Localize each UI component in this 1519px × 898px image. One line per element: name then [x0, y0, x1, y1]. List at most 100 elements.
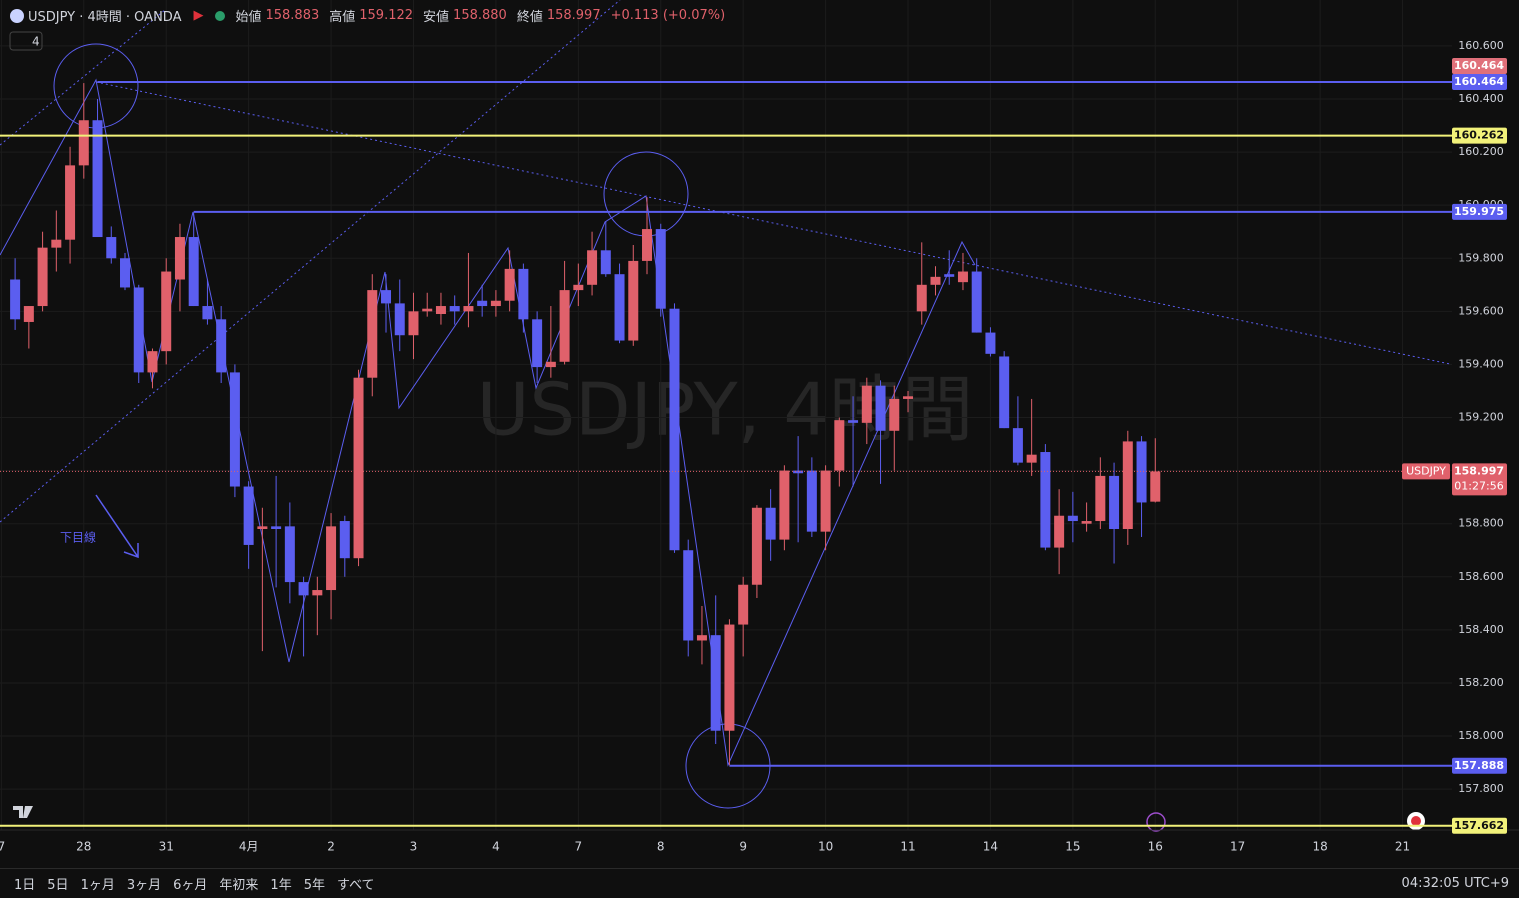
candle-body [477, 300, 488, 307]
range-button[interactable]: 6ヶ月 [173, 878, 208, 893]
candle-body [696, 635, 707, 641]
candle-body [257, 526, 268, 530]
y-tick-label: 159.200 [1458, 411, 1504, 424]
toolbar: 1日 5日 1ヶ月 3ヶ月 6ヶ月 年初来 1年 5年 すべて 04:32:05 UTC+9 [0, 868, 1519, 898]
y-tick-label: 159.400 [1458, 357, 1504, 370]
candle-body [120, 258, 131, 288]
indicator-badge[interactable] [9, 31, 43, 51]
candle-body [573, 284, 584, 291]
range-button[interactable]: 1ヶ月 [80, 878, 115, 893]
x-tick-label: 10 [818, 840, 833, 854]
candle-body [92, 120, 103, 238]
candle-body [147, 351, 158, 373]
label: 高値 [329, 10, 356, 25]
symbol[interactable]: USDJPY · 4時間 · OANDA [28, 10, 182, 25]
price-tag [1452, 463, 1507, 496]
candle-body [1054, 515, 1065, 548]
candle-body [944, 274, 955, 277]
candle-body [765, 507, 776, 540]
candle-body [834, 420, 845, 471]
candle-body [1136, 441, 1147, 503]
candle-body [1026, 454, 1037, 463]
candle-body [243, 486, 254, 545]
flag: ▶ [193, 8, 204, 23]
candle-body [37, 247, 48, 307]
candle-body [1122, 441, 1133, 530]
range-button[interactable]: 3ヶ月 [126, 878, 162, 893]
candle-body [820, 470, 831, 532]
range-button[interactable]: すべて [336, 878, 375, 893]
candle-body [683, 550, 694, 641]
price-tag-label: 159.975 [1454, 205, 1504, 218]
symbol-tag [1402, 463, 1450, 480]
flag-icon [10, 8, 24, 23]
change: +0.113 (+0.07%) [610, 8, 726, 23]
clock: 04:32:05 UTC+9 [1401, 876, 1509, 891]
candle-body [518, 268, 529, 320]
price-tag [1452, 127, 1507, 144]
y-tick-label: 160.200 [1458, 145, 1504, 158]
candle-body [422, 308, 433, 312]
label: 終値 [516, 10, 543, 25]
candle-body [298, 582, 309, 596]
x-tick-label: 17 [1230, 840, 1245, 854]
candle-body [903, 396, 914, 399]
candle-body [999, 356, 1010, 429]
candle-body [202, 306, 213, 320]
price-tag-label: 158.997 [1454, 464, 1504, 477]
range-button[interactable]: 5年 [303, 878, 325, 893]
y-tick-label: 160.400 [1458, 92, 1504, 105]
price-tag-label: 157.888 [1454, 759, 1504, 772]
range-button[interactable]: 1日 [14, 878, 36, 893]
y-tick-label: 158.400 [1458, 623, 1504, 636]
candle-body [559, 290, 570, 362]
indicator-count[interactable]: 4 [32, 35, 40, 49]
logo [13, 806, 33, 818]
candle-body [133, 287, 144, 373]
candle-body [51, 239, 62, 248]
x-tick-label: 14 [983, 840, 998, 854]
candle-body [655, 229, 666, 309]
range-button[interactable]: 1年 [270, 878, 292, 893]
value: 158.997 [546, 8, 601, 23]
y-tick-label: 159.800 [1458, 251, 1504, 264]
candle-body [78, 120, 89, 166]
x-tick-label: 21 [1395, 840, 1410, 854]
y-tick-label: 158.800 [1458, 517, 1504, 530]
circle [603, 151, 689, 237]
candle-body [1150, 471, 1161, 502]
candle-body [106, 237, 117, 259]
range-button[interactable]: 年初来 [219, 878, 259, 893]
candle-body [353, 377, 364, 559]
candles [0, 81, 1452, 827]
candle-body [463, 306, 474, 312]
candle-body [504, 268, 515, 301]
countdown: 01:27:56 [1454, 479, 1503, 492]
x-tick-label: 7 [0, 840, 5, 854]
candle-body [435, 306, 446, 315]
candle-body [930, 276, 941, 285]
candle-body [971, 271, 982, 333]
candle-body [188, 237, 199, 307]
candle-body [642, 229, 653, 261]
x-tick-label: 2 [327, 840, 335, 854]
candle-body [490, 300, 501, 307]
price-tag [1452, 203, 1507, 220]
trendline [0, 9, 166, 146]
x-tick-label: 8 [657, 840, 665, 854]
candle-body [1040, 452, 1051, 548]
price-tag-label: 160.464 [1454, 75, 1504, 88]
y-tick-label: 158.200 [1458, 676, 1504, 689]
y-tick-label: 159.600 [1458, 304, 1504, 317]
candle-body [10, 279, 21, 320]
range-button[interactable]: 5日 [47, 878, 69, 893]
candle-body [751, 507, 762, 585]
candle-body [889, 398, 900, 431]
candle-body [271, 526, 282, 530]
y-tick-label: 160.600 [1458, 39, 1504, 52]
x-tick-label: 7 [575, 840, 583, 854]
status-dot [215, 10, 226, 21]
value: 158.880 [453, 8, 507, 23]
